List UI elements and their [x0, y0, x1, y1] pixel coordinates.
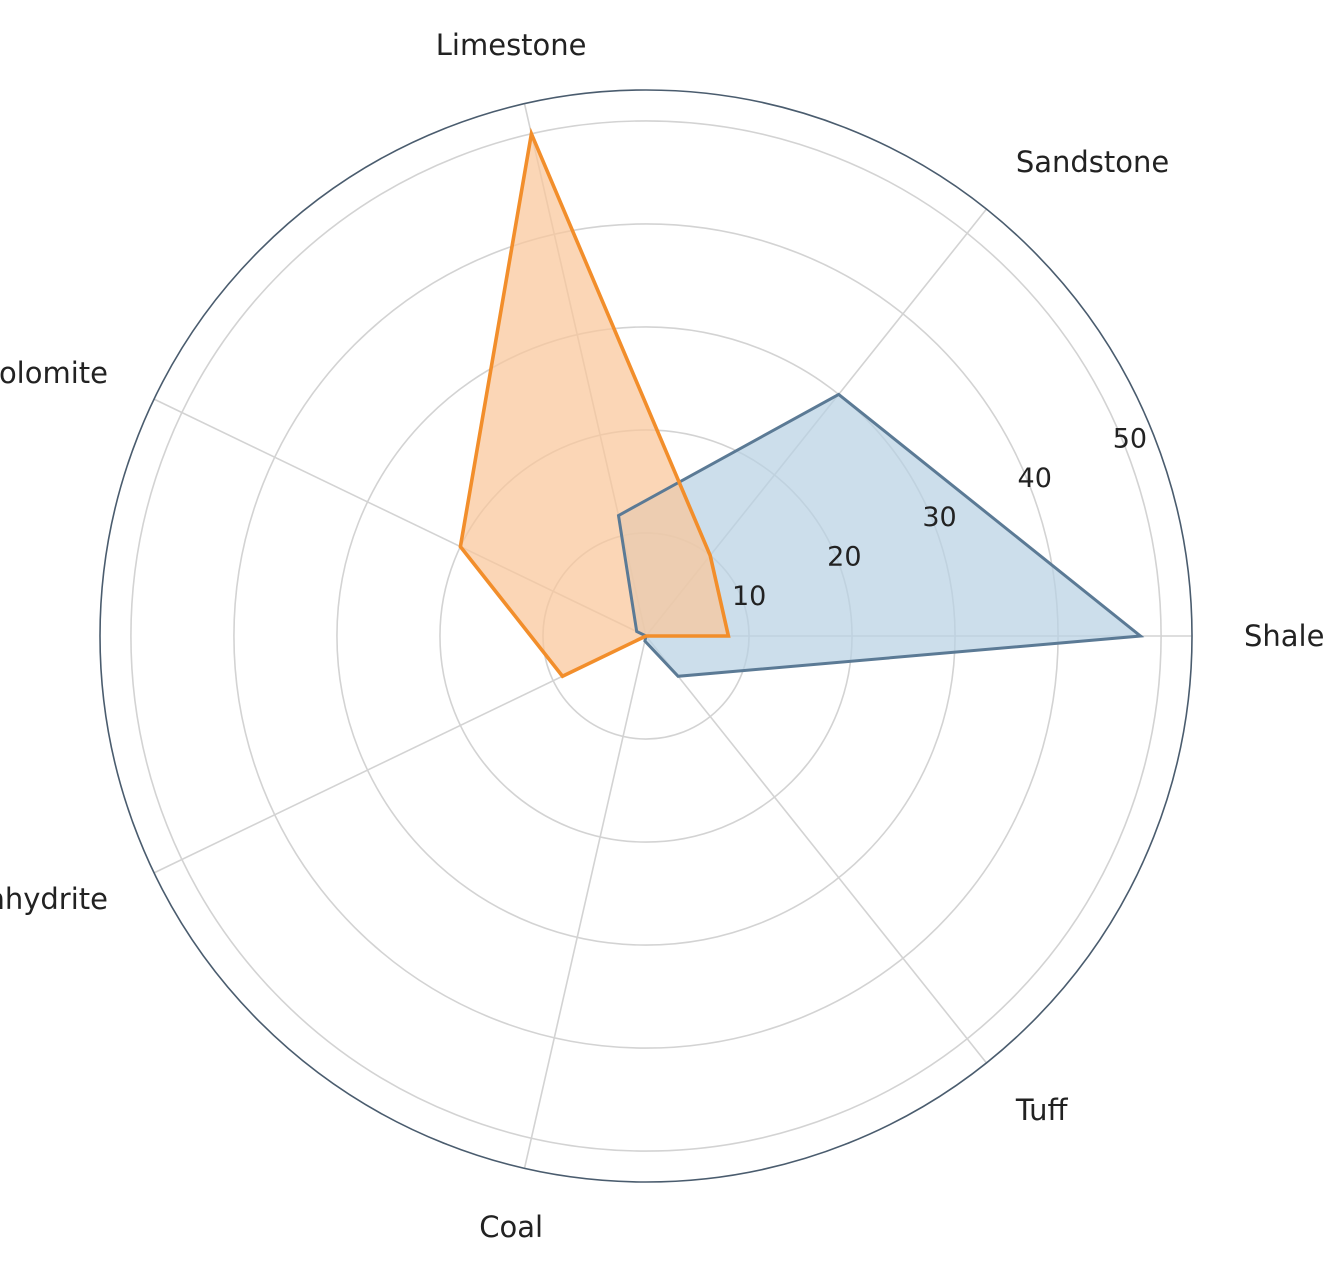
category-label-anhydrite: Anhydrite	[0, 882, 108, 916]
category-label-limestone: Limestone	[436, 28, 587, 62]
outer-frame	[99, 89, 1193, 1183]
category-labels: Shale Sandstone Limestone Dolomite Anhydrite…	[0, 28, 1324, 1244]
r-tick-label-40: 40	[1018, 463, 1052, 494]
category-label-coal: Coal	[479, 1210, 543, 1244]
category-label-sandstone: Sandstone	[1016, 145, 1169, 179]
series-0-line	[616, 392, 1145, 678]
grid-spoke-tuff	[645, 635, 988, 1064]
category-label-shale: Shale	[1244, 619, 1324, 653]
radial-tick-labels: 10 20 30 40 50	[732, 423, 1147, 612]
r-tick-label-20: 20	[827, 542, 861, 573]
series-0-area	[618, 394, 1141, 677]
r-tick-label-10: 10	[732, 581, 766, 612]
r-tick-label-50: 50	[1113, 423, 1147, 454]
r-tick-label-30: 30	[922, 502, 956, 533]
category-label-tuff: Tuff	[1015, 1093, 1069, 1127]
category-label-dolomite: Dolomite	[0, 356, 108, 390]
series-layer	[458, 127, 1145, 679]
grid-spoke-coal	[523, 635, 647, 1169]
series-1-line	[458, 127, 731, 679]
series-1-area	[460, 133, 729, 677]
